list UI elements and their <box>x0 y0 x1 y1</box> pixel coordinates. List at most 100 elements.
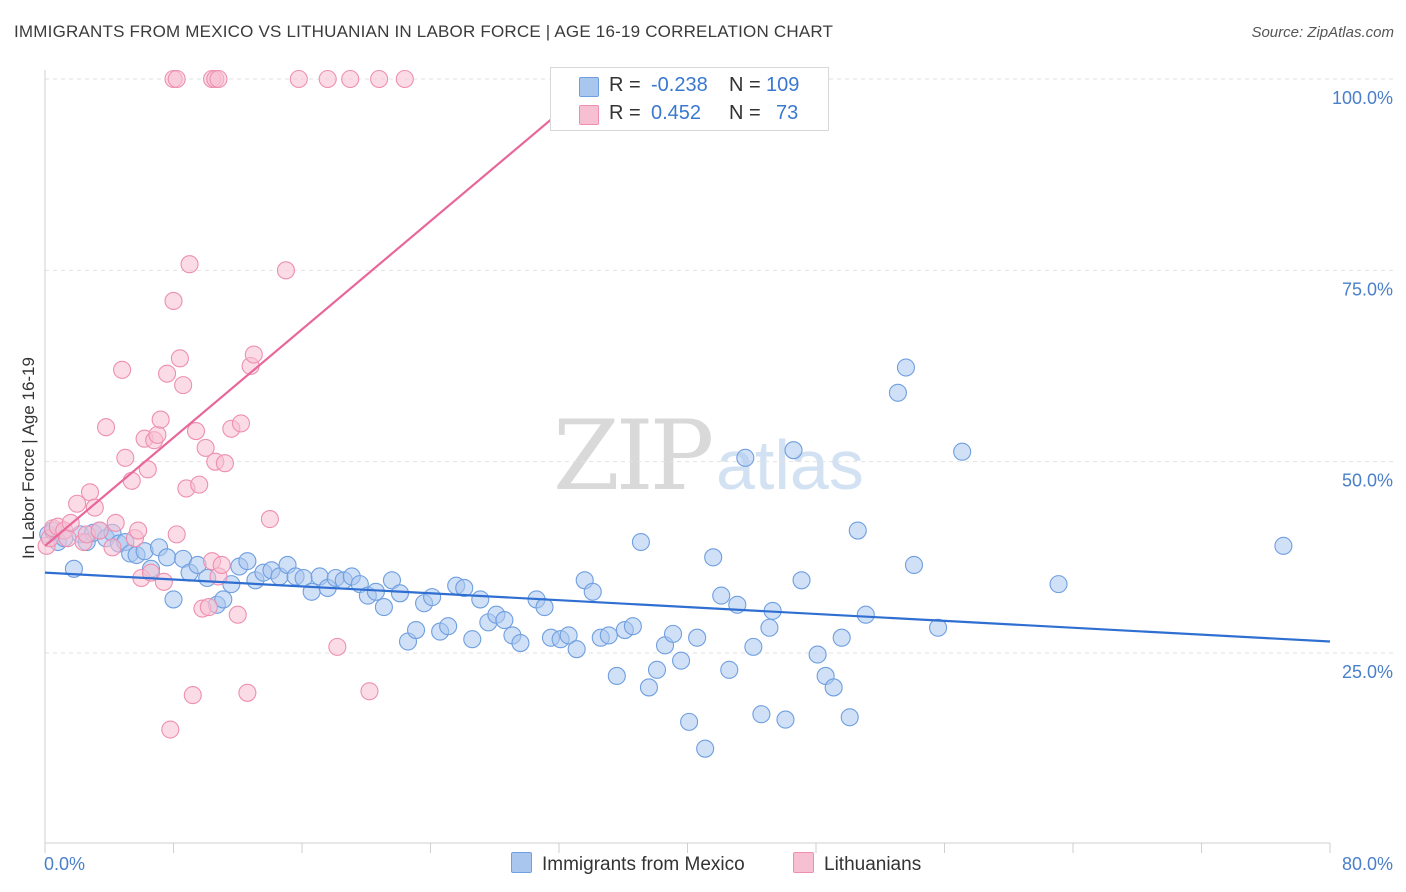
data-point <box>106 513 125 532</box>
data-point <box>395 69 414 89</box>
data-point <box>463 630 482 649</box>
bottom-legend-label-lithuanians: Lithuanians <box>824 854 922 875</box>
points-immigrants-from-mexico <box>39 358 1293 758</box>
data-point <box>896 358 916 377</box>
data-point <box>209 69 228 89</box>
data-point <box>231 414 251 433</box>
data-point <box>856 605 875 624</box>
data-point <box>423 588 442 607</box>
data-point <box>260 510 279 529</box>
bottom-legend-swatch-mexico <box>511 852 532 873</box>
data-point <box>752 705 771 724</box>
data-point <box>824 678 843 697</box>
data-point <box>85 498 104 517</box>
data-point <box>1049 575 1068 594</box>
data-point <box>559 626 578 645</box>
data-point <box>696 739 715 758</box>
y-tick-label: 25.0% <box>1342 662 1393 682</box>
correlation-legend: R = -0.238 N = 109 R = 0.452 N = 73 <box>550 67 829 131</box>
data-point <box>382 571 402 590</box>
data-point <box>904 555 924 575</box>
data-point <box>183 686 202 705</box>
data-point <box>370 69 389 89</box>
legend-row-lithuanians: R = 0.452 N = 73 <box>551 100 828 128</box>
data-point <box>471 590 490 609</box>
data-point <box>113 360 132 379</box>
legend-row-mexico: R = -0.238 N = 109 <box>551 72 828 100</box>
data-point <box>80 483 100 502</box>
data-point <box>776 710 795 729</box>
data-point <box>599 626 618 645</box>
data-point <box>535 598 554 617</box>
data-point <box>212 555 231 575</box>
data-point <box>196 438 215 457</box>
data-point <box>116 448 135 467</box>
data-point <box>688 628 707 647</box>
data-point <box>90 521 109 540</box>
data-point <box>760 618 779 637</box>
legend-swatch-lithuanians <box>579 105 599 125</box>
trend-lines <box>44 78 1331 643</box>
data-point <box>199 598 218 617</box>
data-point <box>567 640 586 659</box>
data-point <box>289 69 308 89</box>
data-point <box>360 682 379 701</box>
legend-n-value-mexico: 109 <box>766 74 800 96</box>
data-point <box>180 255 199 274</box>
data-point <box>318 69 337 89</box>
data-point <box>647 660 667 679</box>
data-point <box>170 349 189 368</box>
x-tick-label: 0.0% <box>44 854 85 874</box>
data-point <box>639 678 659 697</box>
data-point <box>792 571 811 590</box>
data-point <box>276 261 295 280</box>
data-point <box>840 708 859 727</box>
data-point <box>848 521 867 540</box>
bottom-legend-lithuanians: Lithuanians <box>793 852 921 876</box>
data-point <box>341 69 360 89</box>
data-point <box>164 291 183 310</box>
data-point <box>511 634 530 653</box>
data-point <box>167 525 186 544</box>
data-point <box>623 617 642 636</box>
trend-line-mexico <box>44 571 1331 643</box>
y-tick-label: 75.0% <box>1342 279 1393 299</box>
data-point <box>190 475 209 494</box>
data-point <box>138 460 157 479</box>
legend-n-label: N = <box>729 102 761 124</box>
data-point <box>68 494 87 513</box>
data-point <box>154 572 173 591</box>
data-point <box>122 471 141 490</box>
legend-r-label: R = <box>609 74 641 96</box>
data-point <box>129 521 148 540</box>
data-point <box>736 448 755 467</box>
data-point <box>929 618 948 637</box>
points-lithuanians <box>37 69 575 739</box>
legend-r-label: R = <box>609 102 641 124</box>
legend-r-value-lithuanians: 0.452 <box>651 102 702 124</box>
data-point <box>158 548 177 567</box>
data-point <box>406 620 426 640</box>
data-point <box>439 617 458 636</box>
data-point <box>214 590 233 609</box>
data-point <box>164 590 183 609</box>
y-tick-label: 50.0% <box>1342 471 1393 491</box>
data-point <box>328 637 347 656</box>
data-point <box>1274 536 1293 555</box>
data-point <box>888 383 907 402</box>
data-point <box>720 660 739 679</box>
data-point <box>631 532 650 552</box>
data-point <box>96 418 116 437</box>
y-axis-label: In Labor Force | Age 16-19 <box>19 357 38 559</box>
data-point <box>238 683 257 702</box>
data-point <box>167 69 186 89</box>
data-point <box>238 552 257 571</box>
legend-n-value-lithuanians: 73 <box>776 102 799 124</box>
data-point <box>953 442 972 461</box>
data-point <box>141 563 161 582</box>
data-point <box>151 410 170 429</box>
data-point <box>712 586 731 605</box>
data-point <box>663 624 683 643</box>
bottom-legend-swatch-lithuanians <box>793 852 814 873</box>
legend-n-label: N = <box>729 74 761 96</box>
